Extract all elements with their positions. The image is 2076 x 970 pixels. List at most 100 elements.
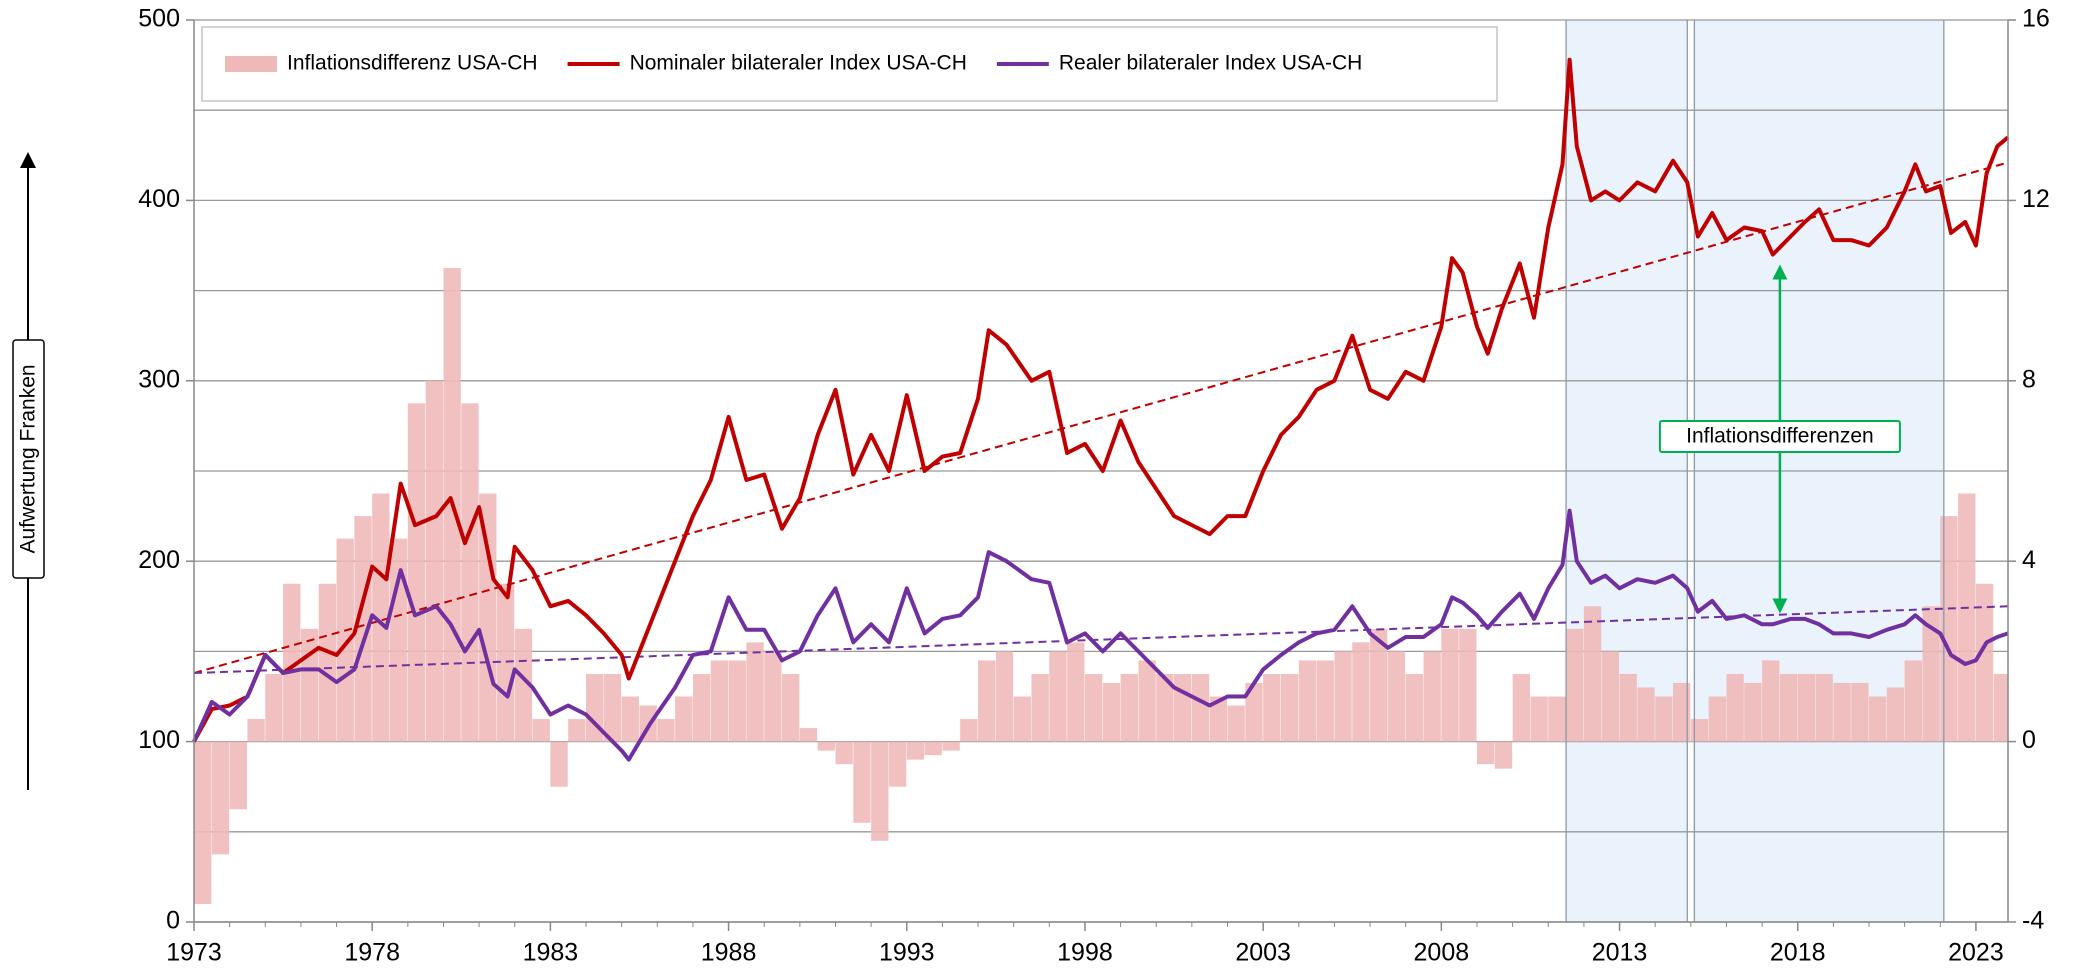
bar (496, 583, 515, 742)
bar (354, 516, 372, 742)
bar (1120, 673, 1138, 742)
bar (1601, 651, 1620, 742)
y2-tick-label: 4 (2022, 546, 2036, 574)
y-tick-label: 100 (138, 726, 180, 754)
bar (532, 719, 550, 742)
y-tick-label: 400 (138, 185, 180, 213)
bar (1690, 719, 1709, 742)
bar (817, 741, 835, 751)
bar (1459, 628, 1477, 742)
bar (1209, 696, 1228, 742)
bar (1370, 628, 1388, 742)
bar (265, 673, 283, 742)
x-tick-label: 1978 (344, 939, 400, 967)
bar (1922, 606, 1940, 742)
y2-tick-label: 0 (2022, 726, 2036, 754)
bar (336, 538, 354, 742)
bar (425, 380, 443, 742)
bar (1833, 682, 1851, 742)
bar (211, 741, 230, 855)
bar (1352, 642, 1370, 742)
bar (675, 696, 693, 742)
bar (924, 741, 942, 756)
bar (390, 538, 408, 742)
bar (1494, 741, 1513, 769)
bar (1779, 673, 1798, 742)
bar (1886, 687, 1905, 742)
bar (568, 719, 586, 742)
bar (1940, 516, 1958, 742)
bar (1637, 687, 1655, 742)
x-tick-label: 1988 (701, 939, 757, 967)
x-tick-label: 1993 (879, 939, 935, 967)
bar (1815, 673, 1833, 742)
bar (1583, 606, 1602, 742)
bar (283, 583, 301, 742)
legend-label: Nominaler bilateraler Index USA-CH (630, 52, 967, 75)
x-tick-label: 2023 (1948, 939, 2004, 967)
bar (1102, 682, 1121, 742)
bar (764, 651, 782, 742)
bar (710, 660, 729, 742)
y-tick-label: 200 (138, 546, 180, 574)
bar (1049, 651, 1067, 742)
bar (372, 493, 390, 742)
y2-tick-label: 8 (2022, 365, 2036, 393)
x-tick-label: 2003 (1235, 939, 1291, 967)
bar (1280, 673, 1299, 742)
bar (603, 673, 622, 742)
bar (318, 583, 337, 742)
trend-line (193, 161, 2009, 675)
bar (407, 403, 426, 742)
x-tick-label: 1998 (1057, 939, 1113, 967)
x-tick-label: 2008 (1414, 939, 1470, 967)
y2-tick-label: 16 (2022, 5, 2050, 33)
bar (1958, 493, 1976, 742)
bar (728, 660, 746, 742)
bar (888, 741, 907, 787)
bar (1138, 660, 1156, 742)
bar (1316, 660, 1334, 742)
bar (746, 642, 764, 742)
bar (586, 673, 604, 742)
bar (1726, 673, 1744, 742)
bar (1548, 696, 1566, 742)
bar (1993, 673, 2008, 742)
bar (479, 493, 497, 742)
trend-line (193, 605, 2009, 675)
bar (550, 741, 568, 787)
bar (1655, 696, 1673, 742)
y-tick-label: 300 (138, 365, 180, 393)
bar (1975, 583, 1994, 742)
x-tick-label: 2018 (1770, 939, 1826, 967)
x-tick-label: 1983 (523, 939, 579, 967)
bar (1441, 628, 1459, 742)
bar (1566, 628, 1584, 742)
x-tick-label: 1973 (166, 939, 222, 967)
bar (1387, 651, 1406, 742)
bar (1476, 741, 1495, 765)
y2-tick-label: 12 (2022, 185, 2050, 213)
annotation-text: Inflationsdifferenzen (1686, 425, 1874, 448)
bar (835, 741, 853, 765)
side-label-box (12, 339, 45, 579)
side-label-group: Aufwertung Franken (12, 152, 45, 790)
bar (1423, 651, 1441, 742)
bar (853, 741, 871, 823)
bar (1263, 673, 1281, 742)
bar (1672, 682, 1691, 742)
bar (995, 651, 1014, 742)
bar (906, 741, 925, 760)
side-label: Aufwertung Franken (17, 364, 40, 553)
bar (1031, 673, 1049, 742)
x-tick-label: 2013 (1592, 939, 1648, 967)
y-tick-label: 0 (166, 907, 180, 935)
bar (1619, 673, 1637, 742)
bar (1530, 696, 1548, 742)
y2-tick-label: -4 (2022, 907, 2044, 935)
bar (871, 741, 889, 841)
bar (1298, 660, 1317, 742)
bar (960, 719, 978, 742)
bar (194, 741, 212, 904)
bar (1227, 705, 1245, 742)
